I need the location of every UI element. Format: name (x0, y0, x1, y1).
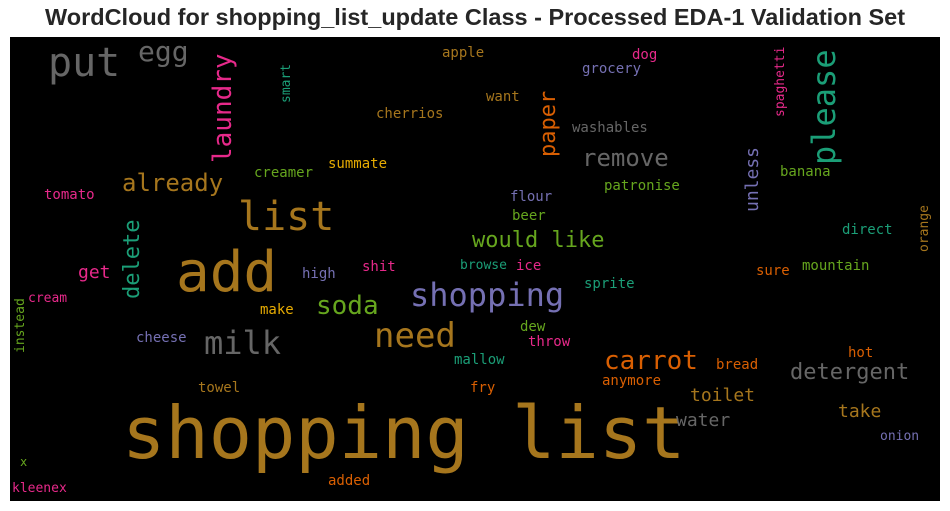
word-direct: direct (842, 222, 893, 238)
word-banana: banana (780, 164, 831, 180)
word-instead: instead (13, 298, 28, 353)
word-kleenex: kleenex (12, 481, 67, 496)
word-dog: dog (632, 47, 658, 63)
word-sure: sure (756, 263, 790, 279)
word-soda: soda (316, 291, 379, 321)
word-want: want (486, 89, 520, 105)
word-milk: milk (204, 324, 282, 362)
word-egg: egg (138, 37, 189, 68)
word-x: x (20, 455, 28, 469)
word-make: make (260, 302, 294, 318)
word-sprite: sprite (584, 276, 635, 292)
word-washables: washables (572, 120, 648, 136)
chart-title: WordCloud for shopping_list_update Class… (44, 4, 906, 30)
word-add: add (176, 240, 278, 305)
word-browse: browse (460, 258, 507, 273)
word-orange: orange (917, 205, 932, 252)
word-tomato: tomato (44, 187, 95, 203)
word-summate: summate (328, 156, 388, 172)
word-already: already (122, 169, 224, 197)
word-toilet: toilet (690, 385, 756, 406)
word-grocery: grocery (582, 61, 642, 77)
word-beer: beer (512, 208, 546, 224)
word-remove: remove (582, 144, 669, 172)
word-detergent: detergent (790, 360, 910, 385)
word-ice: ice (516, 258, 542, 274)
word-patronise: patronise (604, 178, 680, 194)
word-throw: throw (528, 334, 571, 350)
word-take: take (838, 401, 882, 422)
word-laundry: laundry (208, 53, 238, 163)
word-dew: dew (520, 319, 546, 335)
word-water: water (676, 410, 731, 431)
word-smart: smart (279, 63, 294, 103)
word-list: list (238, 194, 335, 240)
word-hot: hot (848, 345, 874, 361)
word-paper: paper (536, 90, 561, 157)
word-apple: apple (442, 45, 485, 61)
word-need: need (374, 316, 456, 356)
word-cream: cream (28, 291, 68, 306)
word-creamer: creamer (254, 165, 314, 181)
word-high: high (302, 266, 336, 282)
word-cheese: cheese (136, 330, 187, 346)
word-shopping-list: shopping list (122, 391, 686, 475)
word-flour: flour (510, 189, 553, 205)
word-put: put (48, 40, 121, 86)
word-please: please (805, 49, 843, 165)
word-fry: fry (470, 380, 496, 396)
word-shopping: shopping (410, 276, 565, 314)
word-carrot: carrot (604, 346, 698, 376)
word-get: get (78, 262, 111, 283)
word-cherrios: cherrios (376, 106, 444, 122)
word-bread: bread (716, 357, 759, 373)
word-mallow: mallow (454, 352, 505, 368)
word-mountain: mountain (802, 258, 870, 274)
word-spaghetti: spaghetti (773, 46, 788, 117)
word-delete: delete (120, 219, 145, 299)
word-towel: towel (198, 380, 241, 396)
word-would-like: would like (472, 228, 605, 253)
word-unless: unless (742, 146, 763, 212)
word-added: added (328, 473, 371, 489)
word-onion: onion (880, 429, 920, 444)
word-anymore: anymore (602, 373, 662, 389)
word-shit: shit (362, 259, 396, 275)
wordcloud-canvas: shopping list add list shopping put need milk p… (10, 37, 940, 501)
